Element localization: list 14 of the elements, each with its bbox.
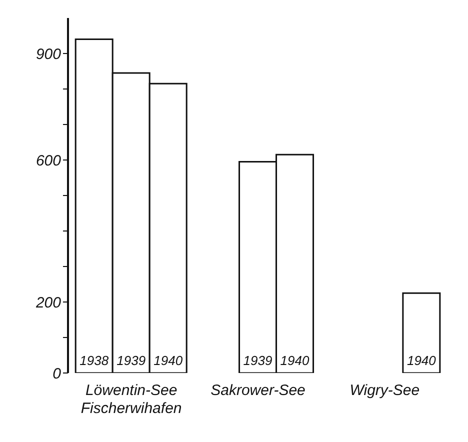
x-tick-label: Wigry-See (350, 382, 420, 399)
bar (402, 292, 441, 373)
text: 1940 (406, 353, 436, 368)
y-tick-label: 200 (34, 294, 62, 312)
text: 1940 (154, 353, 183, 368)
y-tick-label: 600 (36, 152, 62, 170)
y-tick-label: 0 (52, 365, 62, 382)
x-tick-label: Löwentin-See Fischerwihafen (80, 382, 182, 417)
text: 1939 (116, 353, 146, 368)
series-label: 1939 (243, 353, 272, 368)
y-tick-label: 900 (36, 46, 62, 63)
series-label: 1940 (280, 353, 310, 368)
series-label: 1938 (80, 353, 110, 368)
x-tick-label: Sakrower-See (210, 382, 306, 399)
